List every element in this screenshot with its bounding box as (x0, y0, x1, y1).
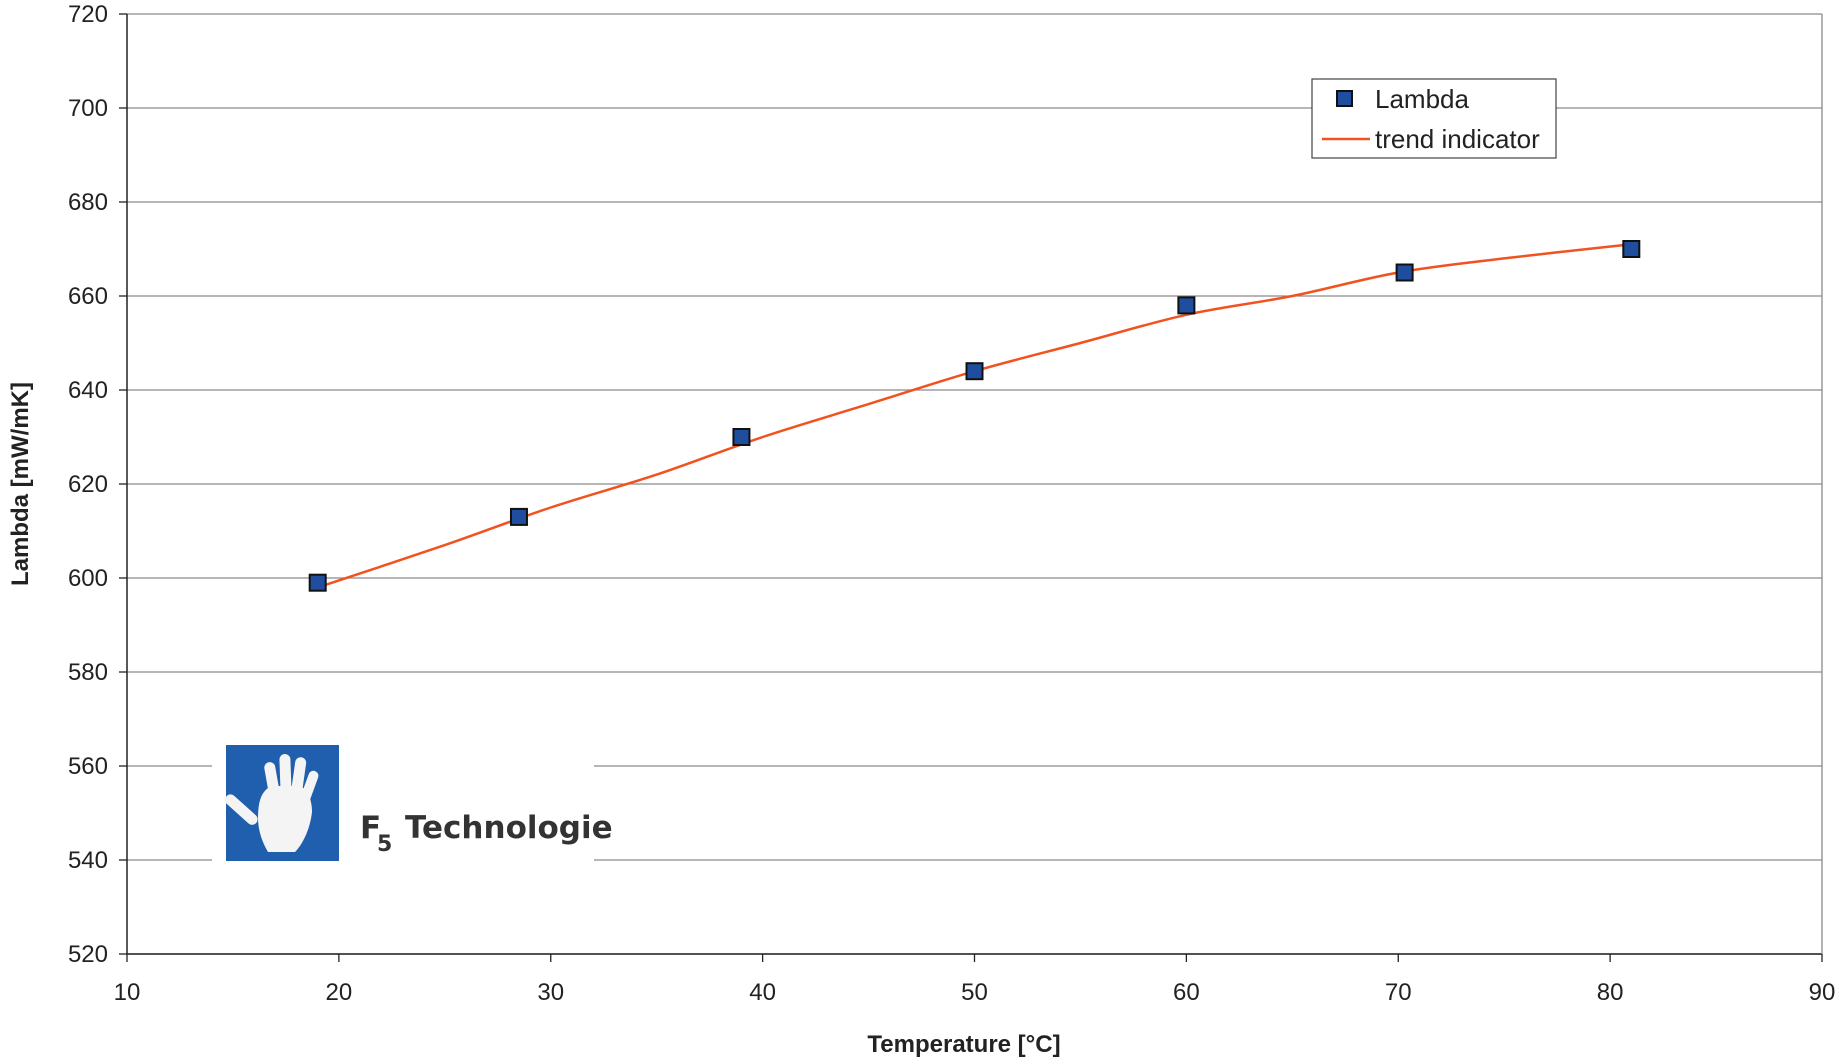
x-tick-label: 70 (1385, 979, 1412, 1006)
x-tick-label: 20 (326, 979, 353, 1006)
logo-text: Technologie (405, 810, 613, 846)
legend-label-lambda: Lambda (1375, 84, 1469, 114)
y-tick-label: 520 (68, 941, 108, 968)
y-tick-label: 660 (68, 283, 108, 310)
y-tick-label: 620 (68, 471, 108, 498)
data-point-5 (1395, 263, 1414, 282)
data-point-0 (308, 573, 327, 592)
legend: Lambda trend indicator (1311, 78, 1557, 159)
y-tick-label: 720 (68, 1, 108, 28)
x-tick-labels: 10 20 30 40 50 60 70 80 90 (114, 979, 1836, 1006)
data-point-6 (1622, 240, 1641, 258)
hand-icon (225, 753, 319, 852)
legend-label-trend: trend indicator (1375, 124, 1540, 154)
legend-marker-lambda (1336, 90, 1353, 107)
x-tick-label: 10 (114, 979, 141, 1006)
x-tick-label: 30 (537, 979, 564, 1006)
axes (119, 13, 1823, 962)
y-tick-label: 580 (68, 659, 108, 686)
y-tick-labels: 520 540 560 580 600 620 640 660 680 700 720 (68, 1, 108, 968)
data-point-4 (1177, 296, 1196, 315)
y-tick-label: 640 (68, 377, 108, 404)
data-point-2 (732, 428, 751, 446)
x-tick-label: 90 (1809, 979, 1836, 1006)
y-axis-title: Lambda [mW/mK] (7, 382, 34, 586)
x-tick-label: 50 (961, 979, 988, 1006)
y-tick-label: 540 (68, 847, 108, 874)
x-axis-title: Temperature [°C] (867, 1031, 1060, 1058)
data-point-1 (509, 507, 528, 526)
data-markers (308, 240, 1641, 592)
y-tick-label: 680 (68, 189, 108, 216)
y-tick-label: 560 (68, 753, 108, 780)
data-point-3 (965, 362, 984, 381)
x-tick-label: 60 (1173, 979, 1200, 1006)
logo-letter: F (360, 810, 381, 846)
logo: F 5 Technologie (212, 740, 613, 870)
logo-subscript: 5 (377, 832, 392, 857)
x-tick-label: 40 (749, 979, 776, 1006)
x-tick-label: 80 (1597, 979, 1624, 1006)
y-tick-label: 700 (68, 95, 108, 122)
y-tick-label: 600 (68, 565, 108, 592)
